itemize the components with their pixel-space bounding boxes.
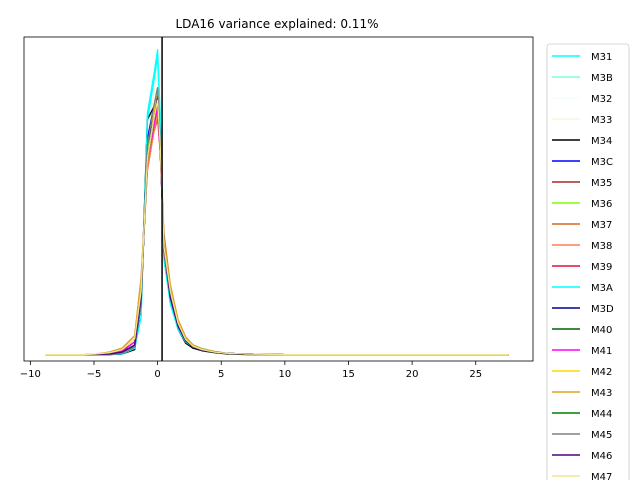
legend-label-m38: M38 xyxy=(591,241,612,252)
legend-label-m43: M43 xyxy=(591,388,612,399)
x-tick-label: 10 xyxy=(278,369,291,380)
x-tick-label: −10 xyxy=(20,369,41,380)
legend-label-m37: M37 xyxy=(591,220,612,231)
legend-box xyxy=(546,43,630,480)
plot-area xyxy=(24,37,533,361)
x-tick-label: 15 xyxy=(342,369,355,380)
series-line-m47 xyxy=(45,99,509,356)
legend-label-m35: M35 xyxy=(591,178,612,189)
legend: M31 M3B M32 M33 M34 M3C M35 M36 M37 M38 M39 M3A M3D M… xyxy=(546,43,630,480)
legend-label-m40: M40 xyxy=(591,325,612,336)
chart-title: LDA16 variance explained: 0.11% xyxy=(176,17,379,31)
legend-label-m32: M32 xyxy=(591,94,612,105)
legend-label-m34: M34 xyxy=(591,136,612,147)
legend-label-m3b: M3B xyxy=(591,73,613,84)
x-tick-label: 20 xyxy=(406,369,419,380)
x-tick-label: 5 xyxy=(218,369,224,380)
legend-label-m36: M36 xyxy=(591,199,612,210)
legend-label-m3d: M3D xyxy=(591,304,614,315)
legend-label-m46: M46 xyxy=(591,451,612,462)
legend-label-m42: M42 xyxy=(591,367,612,378)
x-tick-label: 0 xyxy=(154,369,160,380)
legend-label-m3c: M3C xyxy=(591,157,613,168)
legend-label-m39: M39 xyxy=(591,262,612,273)
x-tick-label: −5 xyxy=(87,369,102,380)
x-axis: −10 −5 0 5 10 15 20 25 xyxy=(20,361,482,380)
legend-label-m31: M31 xyxy=(591,52,612,63)
x-tick-label: 25 xyxy=(469,369,482,380)
legend-label-m33: M33 xyxy=(591,115,612,126)
legend-label-m3a: M3A xyxy=(591,283,613,294)
legend-label-m41: M41 xyxy=(591,346,612,357)
series-layer xyxy=(45,49,509,356)
legend-label-m47: M47 xyxy=(591,472,612,480)
legend-label-m45: M45 xyxy=(591,430,612,441)
legend-label-m44: M44 xyxy=(591,409,612,420)
plot-frame xyxy=(23,36,534,362)
